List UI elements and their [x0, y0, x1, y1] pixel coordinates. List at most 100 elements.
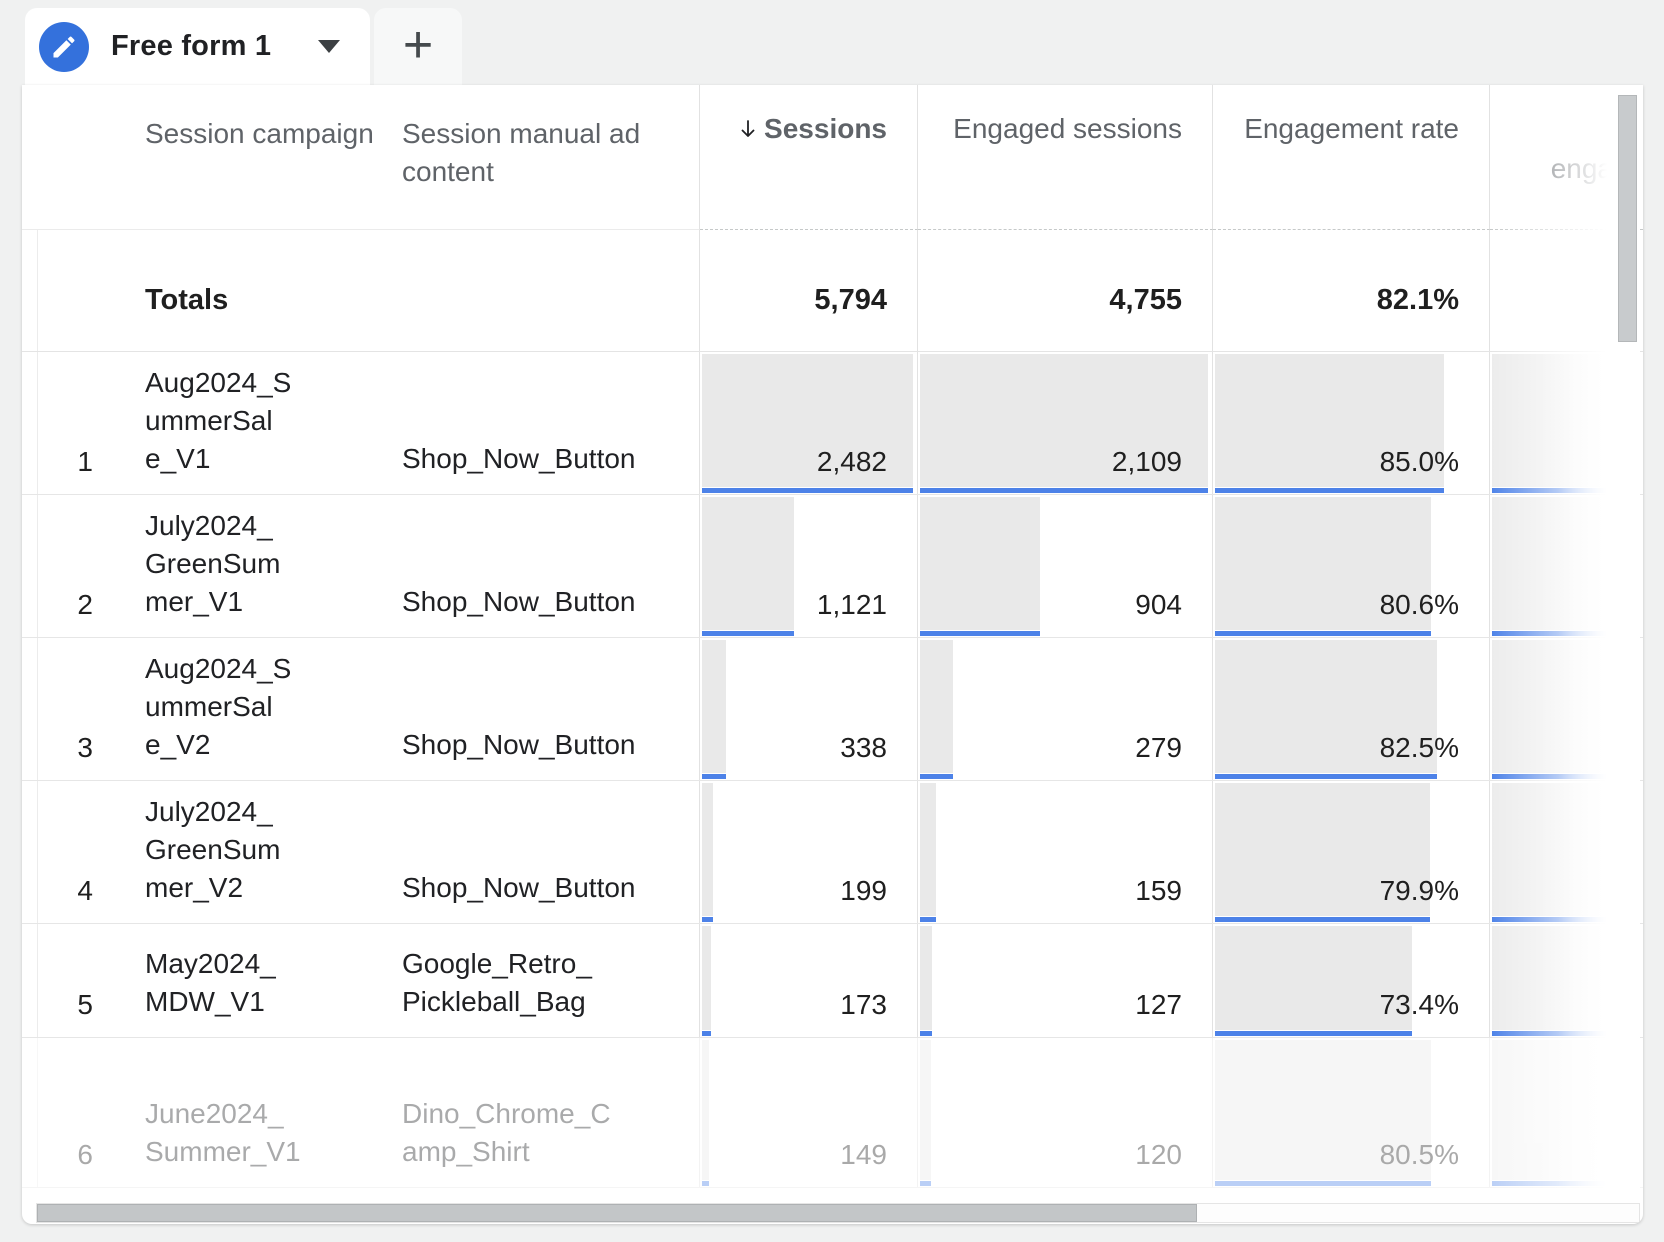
engaged-bar	[920, 926, 932, 1030]
cell-sessions[interactable]: 1,121	[700, 495, 918, 637]
sessions-bar-underline	[702, 488, 913, 493]
partial-bar-underline	[1492, 917, 1639, 922]
partial-bar	[1492, 497, 1639, 630]
tab-dropdown-caret-icon[interactable]	[318, 40, 340, 53]
horizontal-scrollbar-thumb[interactable]	[37, 1204, 1197, 1222]
cell-session-campaign[interactable]: May2024_ MDW_V1	[107, 924, 380, 1037]
totals-row: Totals 5,794 4,755 82.1%	[22, 230, 1643, 352]
header-session-manual-ad-content[interactable]: Session manual ad content	[380, 85, 700, 230]
cell-engaged-sessions[interactable]: 279	[918, 638, 1213, 780]
cell-engaged-sessions[interactable]: 904	[918, 495, 1213, 637]
tab-title: Free form 1	[111, 30, 271, 63]
totals-engagement-rate: 82.1%	[1377, 284, 1489, 317]
rate-bar-underline	[1215, 1031, 1412, 1036]
cell-session-campaign[interactable]: Aug2024_S ummerSal e_V1	[107, 352, 380, 494]
cell-sessions[interactable]: 2,482	[700, 352, 918, 494]
cell-engagement-rate[interactable]: 82.5%	[1213, 638, 1490, 780]
horizontal-scrollbar-track[interactable]	[36, 1203, 1640, 1223]
header-sessions-sorted[interactable]: Sessions	[700, 85, 918, 230]
header-session-campaign[interactable]: Session campaign	[107, 85, 380, 230]
engaged-bar	[920, 1040, 931, 1180]
row-rank: 6	[37, 1038, 107, 1187]
plus-icon: +	[403, 19, 433, 71]
engaged-bar	[920, 497, 1040, 630]
freeform-table-card: Session campaign Session manual ad conte…	[22, 85, 1643, 1224]
header-engagement-rate[interactable]: Engagement rate	[1213, 85, 1490, 230]
cell-sessions[interactable]: 149	[700, 1038, 918, 1187]
engaged-bar-underline	[920, 917, 936, 922]
cell-engaged-sessions[interactable]: 159	[918, 781, 1213, 923]
cell-session-manual-ad-content[interactable]: Shop_Now_Button	[380, 638, 700, 780]
cell-engagement-rate[interactable]: 73.4%	[1213, 924, 1490, 1037]
vertical-scrollbar[interactable]	[1618, 95, 1637, 342]
table-header-row: Session campaign Session manual ad conte…	[22, 85, 1643, 230]
sessions-bar	[702, 497, 794, 630]
cell-partial-next-metric	[1490, 924, 1643, 1037]
sessions-bar-underline	[702, 774, 726, 779]
partial-bar-underline	[1492, 488, 1639, 493]
row-rank: 3	[37, 638, 107, 780]
rate-bar-underline	[1215, 917, 1430, 922]
cell-session-campaign[interactable]: Aug2024_S ummerSal e_V2	[107, 638, 380, 780]
cell-engagement-rate[interactable]: 80.6%	[1213, 495, 1490, 637]
cell-engagement-rate[interactable]: 85.0%	[1213, 352, 1490, 494]
cell-sessions[interactable]: 173	[700, 924, 918, 1037]
sessions-bar-underline	[702, 1031, 711, 1036]
sessions-bar-underline	[702, 631, 794, 636]
cell-session-manual-ad-content[interactable]: Shop_Now_Button	[380, 352, 700, 494]
cell-sessions[interactable]: 338	[700, 638, 918, 780]
cell-sessions[interactable]: 199	[700, 781, 918, 923]
engaged-bar-underline	[920, 1181, 931, 1186]
cell-session-campaign[interactable]: June2024_ Summer_V1	[107, 1038, 380, 1187]
cell-session-manual-ad-content[interactable]: Google_Retro_ Pickleball_Bag	[380, 924, 700, 1037]
cell-engagement-rate[interactable]: 80.5%	[1213, 1038, 1490, 1187]
partial-bar-underline	[1492, 1031, 1639, 1036]
cell-engagement-rate[interactable]: 79.9%	[1213, 781, 1490, 923]
cell-partial-next-metric	[1490, 495, 1643, 637]
totals-engaged-sessions: 4,755	[1109, 284, 1212, 317]
cell-engaged-sessions[interactable]: 120	[918, 1038, 1213, 1187]
engaged-bar-underline	[920, 774, 953, 779]
cell-session-manual-ad-content[interactable]: Shop_Now_Button	[380, 781, 700, 923]
row-rank: 5	[37, 924, 107, 1037]
table-row: 1 Aug2024_S ummerSal e_V1 Shop_Now_Butto…	[22, 352, 1643, 495]
partial-bar	[1492, 1040, 1639, 1180]
partial-bar	[1492, 354, 1639, 487]
tab-free-form-1[interactable]: Free form 1	[25, 8, 370, 85]
sessions-bar-underline	[702, 1181, 709, 1186]
cell-partial-next-metric	[1490, 1038, 1643, 1187]
partial-bar	[1492, 783, 1639, 916]
row-rank: 1	[37, 352, 107, 494]
totals-label: Totals	[145, 284, 228, 317]
engaged-bar-underline	[920, 488, 1208, 493]
cell-partial-next-metric	[1490, 638, 1643, 780]
cell-session-campaign[interactable]: July2024_ GreenSum mer_V1	[107, 495, 380, 637]
sort-descending-icon	[736, 116, 760, 142]
rate-bar-underline	[1215, 488, 1444, 493]
engaged-bar-underline	[920, 1031, 932, 1036]
table-body: 1 Aug2024_S ummerSal e_V1 Shop_Now_Butto…	[22, 352, 1643, 1188]
table: Session campaign Session manual ad conte…	[22, 85, 1643, 1203]
sessions-bar	[702, 926, 711, 1030]
header-engaged-sessions[interactable]: Engaged sessions	[918, 85, 1213, 230]
partial-bar-underline	[1492, 774, 1639, 779]
sessions-bar	[702, 1040, 709, 1180]
sessions-bar	[702, 640, 726, 773]
cell-engaged-sessions[interactable]: 127	[918, 924, 1213, 1037]
tab-bar: Free form 1 +	[0, 0, 1664, 85]
cell-engaged-sessions[interactable]: 2,109	[918, 352, 1213, 494]
cell-partial-next-metric	[1490, 352, 1643, 494]
cell-session-campaign[interactable]: July2024_ GreenSum mer_V2	[107, 781, 380, 923]
totals-sessions: 5,794	[814, 284, 917, 317]
sessions-bar	[702, 783, 713, 916]
engaged-bar-underline	[920, 631, 1040, 636]
row-rank: 2	[37, 495, 107, 637]
add-tab-button[interactable]: +	[374, 8, 462, 85]
partial-bar	[1492, 926, 1639, 1030]
cell-session-manual-ad-content[interactable]: Dino_Chrome_C amp_Shirt	[380, 1038, 700, 1187]
cell-session-manual-ad-content[interactable]: Shop_Now_Button	[380, 495, 700, 637]
table-row: 3 Aug2024_S ummerSal e_V2 Shop_Now_Butto…	[22, 638, 1643, 781]
rate-bar-underline	[1215, 631, 1431, 636]
engaged-bar	[920, 783, 936, 916]
table-row: 6 June2024_ Summer_V1 Dino_Chrome_C amp_…	[22, 1038, 1643, 1188]
